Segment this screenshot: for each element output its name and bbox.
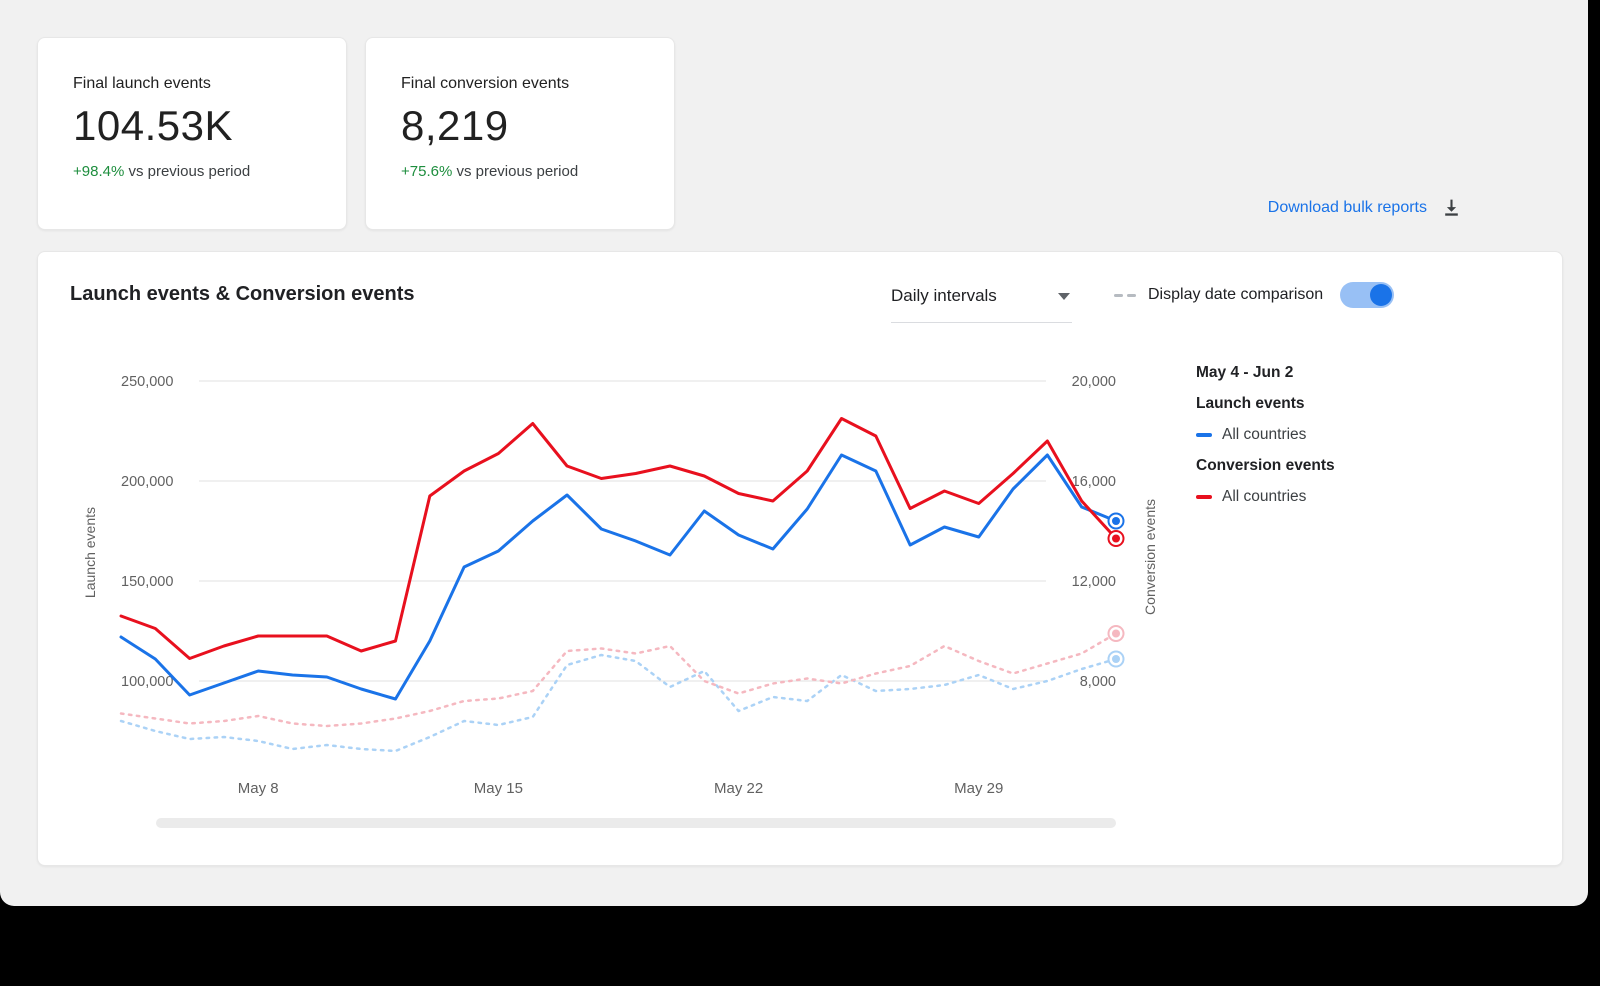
date-comparison-label: Display date comparison <box>1148 286 1324 303</box>
legend-item-label: All countries <box>1222 426 1307 443</box>
svg-text:May 8: May 8 <box>238 780 279 797</box>
chart-plot[interactable]: 250,000 20,000 200,000 16,000 150,000 12,000 1… <box>119 356 1125 804</box>
svg-text:8,000: 8,000 <box>1080 674 1116 690</box>
svg-text:250,000: 250,000 <box>121 374 173 390</box>
chevron-down-icon <box>1058 292 1070 300</box>
interval-dropdown-value: Daily intervals <box>891 286 997 305</box>
chart-scrollbar[interactable] <box>156 818 1116 828</box>
chart-panel: Launch events & Conversion events Daily … <box>37 251 1563 866</box>
chart-legend: May 4 - Jun 2 Launch events All countrie… <box>1196 364 1335 506</box>
svg-text:12,000: 12,000 <box>1072 574 1116 590</box>
legend-item-launch-all-countries[interactable]: All countries <box>1196 426 1335 444</box>
card-value: 104.53K <box>73 102 233 149</box>
toggle-knob <box>1370 284 1393 306</box>
summary-card-launch-events: Final launch events 104.53K +98.4% vs pr… <box>37 37 347 230</box>
date-comparison-row: Display date comparison <box>1114 282 1395 308</box>
delta-percent: +75.6% <box>401 163 453 180</box>
card-delta: +98.4% vs previous period <box>73 163 311 180</box>
legend-date-range: May 4 - Jun 2 <box>1196 364 1294 381</box>
legend-swatch-launch <box>1196 433 1212 437</box>
legend-group-conversion-title: Conversion events <box>1196 457 1335 474</box>
app-screen: Final launch events 104.53K +98.4% vs pr… <box>0 0 1588 906</box>
delta-suffix: vs previous period <box>452 163 579 180</box>
delta-suffix: vs previous period <box>124 163 251 180</box>
download-row: Download bulk reports <box>1268 197 1462 218</box>
svg-text:150,000: 150,000 <box>121 574 173 590</box>
date-comparison-toggle[interactable] <box>1340 282 1395 308</box>
panel-title: Launch events & Conversion events <box>70 283 415 305</box>
svg-text:16,000: 16,000 <box>1072 474 1116 490</box>
legend-item-conversion-all-countries[interactable]: All countries <box>1196 488 1335 506</box>
right-axis-title: Conversion events <box>1142 499 1158 615</box>
svg-text:100,000: 100,000 <box>121 674 173 690</box>
legend-group-launch-title: Launch events <box>1196 395 1305 412</box>
summary-card-conversion-events: Final conversion events 8,219 +75.6% vs … <box>365 37 675 230</box>
card-delta: +75.6% vs previous period <box>401 163 639 180</box>
download-icon[interactable] <box>1441 197 1462 218</box>
download-bulk-reports-link[interactable]: Download bulk reports <box>1267 198 1427 216</box>
card-title: Final conversion events <box>401 75 570 92</box>
svg-text:200,000: 200,000 <box>121 474 173 490</box>
svg-text:May 15: May 15 <box>474 780 523 797</box>
left-axis-title: Launch events <box>82 507 98 599</box>
summary-cards: Final launch events 104.53K +98.4% vs pr… <box>37 37 675 230</box>
legend-swatch-conversion <box>1196 495 1212 499</box>
svg-text:May 22: May 22 <box>714 780 763 797</box>
comparison-dashes-icon <box>1114 293 1136 297</box>
interval-dropdown[interactable]: Daily intervals <box>891 282 1072 323</box>
legend-item-label: All countries <box>1222 488 1307 505</box>
svg-text:20,000: 20,000 <box>1072 374 1116 390</box>
card-value: 8,219 <box>401 102 509 149</box>
card-title: Final launch events <box>73 75 211 92</box>
delta-percent: +98.4% <box>73 163 125 180</box>
svg-text:May 29: May 29 <box>954 780 1003 797</box>
